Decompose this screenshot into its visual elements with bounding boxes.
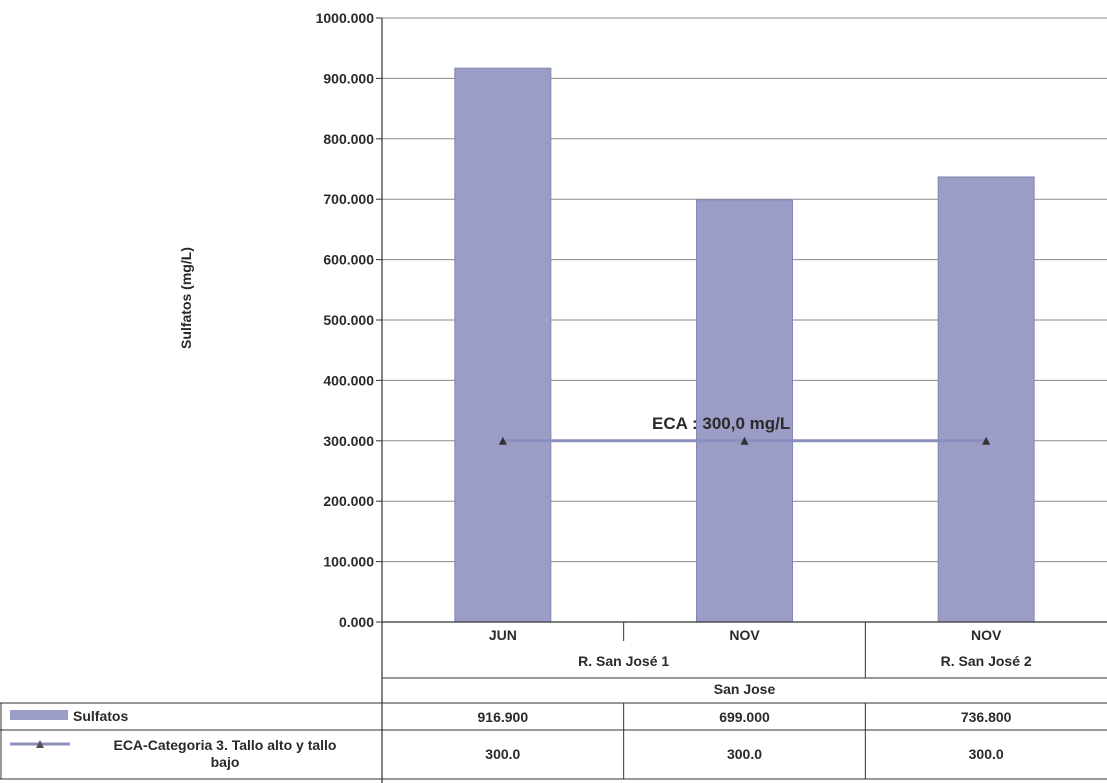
legend-label-sulfatos: Sulfatos xyxy=(73,708,128,724)
top-group-label: San Jose xyxy=(714,681,776,697)
y-tick-label: 400.000 xyxy=(323,372,374,388)
table-cell-sulfatos: 736.800 xyxy=(961,709,1012,725)
y-tick-label: 200.000 xyxy=(323,493,374,509)
legend-key-sulfatos xyxy=(10,710,68,720)
y-tick-label: 800.000 xyxy=(323,131,374,147)
table-cell-sulfatos: 916.900 xyxy=(478,709,529,725)
legend-key-eca-marker xyxy=(36,740,44,748)
bar-sulfatos xyxy=(696,199,793,623)
eca-annotation: ECA : 300,0 mg/L xyxy=(652,414,790,433)
y-tick-label: 700.000 xyxy=(323,191,374,207)
group-label: R. San José 1 xyxy=(578,653,669,669)
table-cell-eca: 300.0 xyxy=(727,746,762,762)
category-label: NOV xyxy=(971,627,1002,643)
bar-sulfatos xyxy=(937,176,1035,623)
y-tick-label: 100.000 xyxy=(323,554,374,570)
category-label: NOV xyxy=(729,627,760,643)
y-tick-label: 300.000 xyxy=(323,433,374,449)
y-tick-label: 1000.000 xyxy=(316,10,375,26)
bar-sulfatos xyxy=(454,67,552,623)
eca-marker xyxy=(498,436,507,445)
table-cell-eca: 300.0 xyxy=(485,746,520,762)
eca-marker xyxy=(982,436,991,445)
table-cell-eca: 300.0 xyxy=(969,746,1004,762)
table-cell-sulfatos: 699.000 xyxy=(719,709,770,725)
category-label: JUN xyxy=(489,627,517,643)
y-tick-label: 600.000 xyxy=(323,252,374,268)
y-tick-label: 0.000 xyxy=(339,614,374,630)
y-axis-label: Sulfatos (mg/L) xyxy=(178,247,194,349)
eca-marker xyxy=(740,436,749,445)
y-tick-label: 900.000 xyxy=(323,70,374,86)
group-label: R. San José 2 xyxy=(941,653,1032,669)
y-tick-label: 500.000 xyxy=(323,312,374,328)
legend-label-eca: ECA-Categoria 3. Tallo alto y tallo bajo xyxy=(113,737,336,770)
